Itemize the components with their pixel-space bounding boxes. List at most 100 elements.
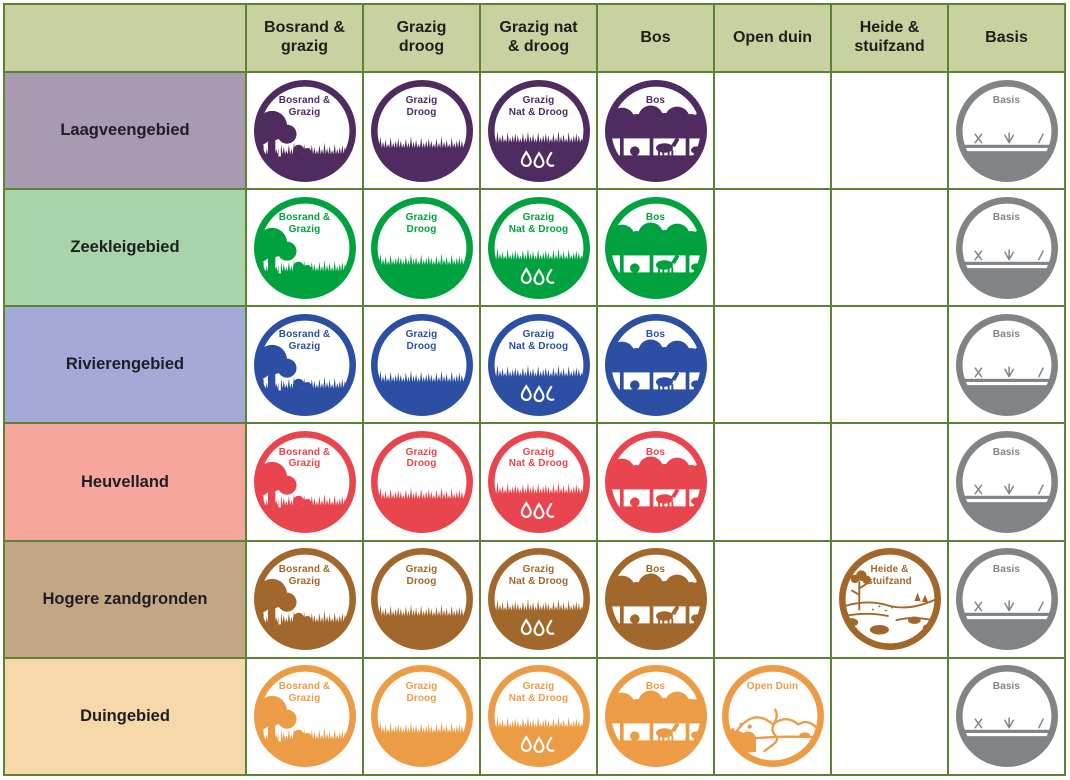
badge-bos: Bos <box>603 312 709 418</box>
badge-bosrand-grazig: Bosrand & Grazig <box>252 312 358 418</box>
badge-label: Grazig Droog <box>405 95 438 118</box>
column-header-label: Open duin <box>732 28 813 46</box>
dry-grassland-icon <box>370 431 473 534</box>
badge-grazig-droog: Grazig Droog <box>369 78 475 184</box>
basis-soil-sprouts-icon <box>955 313 1058 416</box>
column-header-label: Grazig droog <box>396 19 447 55</box>
badge-label: Bosrand & Grazig <box>278 446 331 470</box>
tree-edge-and-grass-icon <box>253 548 356 651</box>
dry-grassland-icon <box>370 196 473 299</box>
cell-laagveengebied-basis: Basis <box>949 73 1064 189</box>
badge-label: Grazig Droog <box>405 212 438 236</box>
badge-basis: Basis <box>954 312 1060 418</box>
row-header-label: Zeekleigebied <box>70 238 180 257</box>
row-header-heuvelland: Heuvelland <box>5 424 245 540</box>
badge-bos: Bos <box>603 663 709 769</box>
cell-hogere-zandgronden-basis: Basis <box>949 541 1064 657</box>
badge-label: Basis <box>992 212 1021 224</box>
cell-duingebied-bosrand-grazig: Bosrand & Grazig <box>247 658 362 774</box>
cell-rivierengebied-basis: Basis <box>949 307 1064 423</box>
basis-soil-sprouts-icon <box>955 548 1058 651</box>
badge-basis: Basis <box>954 429 1060 535</box>
badge-grazig-droog: Grazig Droog <box>369 429 475 535</box>
badge-label: Bos <box>645 212 666 224</box>
cell-duingebied-grazig-droog: Grazig Droog <box>364 658 479 774</box>
open-dune-landscape-icon <box>721 665 824 768</box>
badge-bosrand-grazig: Bosrand & Grazig <box>252 429 358 535</box>
badge-label: Bos <box>645 329 666 341</box>
badge-basis: Basis <box>954 195 1060 301</box>
badge-label: Grazig Nat & Droog <box>508 95 569 118</box>
forest-with-animals-icon <box>604 431 707 534</box>
forest-with-animals-icon <box>604 196 707 299</box>
cell-rivierengebied-grazig-nat-droog: Grazig Nat & Droog <box>481 307 596 423</box>
dry-grassland-icon <box>370 548 473 651</box>
cell-duingebied-basis: Basis <box>949 658 1064 774</box>
badge-grazig-nat-droog: Grazig Nat & Droog <box>486 78 592 184</box>
heath-driftsand-landscape-icon <box>838 548 941 651</box>
cell-laagveengebied-grazig-droog: Grazig Droog <box>364 73 479 189</box>
badge-label: Grazig Nat & Droog <box>508 212 569 236</box>
empty-cell-laagveengebied-heide-stuifzand <box>832 73 947 189</box>
badge-grazig-droog: Grazig Droog <box>369 546 475 652</box>
badge-grazig-droog: Grazig Droog <box>369 312 475 418</box>
empty-cell-rivierengebied-heide-stuifzand <box>832 307 947 423</box>
tree-edge-and-grass-icon <box>253 431 356 534</box>
cell-rivierengebied-grazig-droog: Grazig Droog <box>364 307 479 423</box>
badge-label: Bos <box>645 680 666 692</box>
cell-duingebied-bos: Bos <box>598 658 713 774</box>
wet-and-dry-grassland-icon <box>487 665 590 768</box>
empty-cell-zeekleigebied-open-duin <box>715 190 830 306</box>
cell-heuvelland-grazig-droog: Grazig Droog <box>364 424 479 540</box>
badge-label: Basis <box>992 329 1021 341</box>
tree-edge-and-grass-icon <box>253 196 356 299</box>
badge-label: Grazig Droog <box>405 563 438 587</box>
column-header-bosrand-grazig: Bosrand & grazig <box>247 5 362 71</box>
cell-hogere-zandgronden-bos: Bos <box>598 541 713 657</box>
cell-hogere-zandgronden-bosrand-grazig: Bosrand & Grazig <box>247 541 362 657</box>
cell-rivierengebied-bos: Bos <box>598 307 713 423</box>
wet-and-dry-grassland-icon <box>487 548 590 651</box>
badge-label: Bos <box>645 95 666 107</box>
forest-with-animals-icon <box>604 548 707 651</box>
badge-label: Bos <box>645 563 666 575</box>
cell-zeekleigebied-basis: Basis <box>949 190 1064 306</box>
badge-bosrand-grazig: Bosrand & Grazig <box>252 195 358 301</box>
row-header-zeekleigebied: Zeekleigebied <box>5 190 245 306</box>
tree-edge-and-grass-icon <box>253 313 356 416</box>
dry-grassland-icon <box>370 313 473 416</box>
cell-rivierengebied-bosrand-grazig: Bosrand & Grazig <box>247 307 362 423</box>
row-header-label: Laagveengebied <box>60 121 190 140</box>
badge-label: Grazig Droog <box>405 680 438 704</box>
badge-label: Grazig Droog <box>405 446 438 470</box>
column-header-label: Heide & stuifzand <box>854 19 925 55</box>
cell-hogere-zandgronden-grazig-droog: Grazig Droog <box>364 541 479 657</box>
tree-edge-and-grass-icon <box>253 665 356 768</box>
badge-grazig-droog: Grazig Droog <box>369 195 475 301</box>
empty-cell-hogere-zandgronden-open-duin <box>715 541 830 657</box>
basis-soil-sprouts-icon <box>955 665 1058 768</box>
badge-grazig-nat-droog: Grazig Nat & Droog <box>486 195 592 301</box>
row-header-laagveengebied: Laagveengebied <box>5 73 245 189</box>
cell-duingebied-grazig-nat-droog: Grazig Nat & Droog <box>481 658 596 774</box>
badge-basis: Basis <box>954 546 1060 652</box>
row-header-label: Duingebied <box>80 706 170 725</box>
badge-label: Grazig Nat & Droog <box>508 680 569 704</box>
wet-and-dry-grassland-icon <box>487 313 590 416</box>
badge-bosrand-grazig: Bosrand & Grazig <box>252 78 358 184</box>
cell-laagveengebied-bos: Bos <box>598 73 713 189</box>
wet-and-dry-grassland-icon <box>487 431 590 534</box>
basis-soil-sprouts-icon <box>955 196 1058 299</box>
column-header-grazig-droog: Grazig droog <box>364 5 479 71</box>
empty-cell-zeekleigebied-heide-stuifzand <box>832 190 947 306</box>
cell-heuvelland-bosrand-grazig: Bosrand & Grazig <box>247 424 362 540</box>
badge-label: Basis <box>992 680 1021 692</box>
badge-bosrand-grazig: Bosrand & Grazig <box>252 546 358 652</box>
badge-label: Bosrand & Grazig <box>278 95 331 118</box>
cell-zeekleigebied-grazig-nat-droog: Grazig Nat & Droog <box>481 190 596 306</box>
tree-edge-and-grass-icon <box>253 79 356 182</box>
badge-label: Grazig Nat & Droog <box>508 563 569 587</box>
column-header-basis: Basis <box>949 5 1064 71</box>
badge-heide-stuifzand: Heide & stuifzand <box>837 546 943 652</box>
badge-label: Basis <box>992 446 1021 458</box>
